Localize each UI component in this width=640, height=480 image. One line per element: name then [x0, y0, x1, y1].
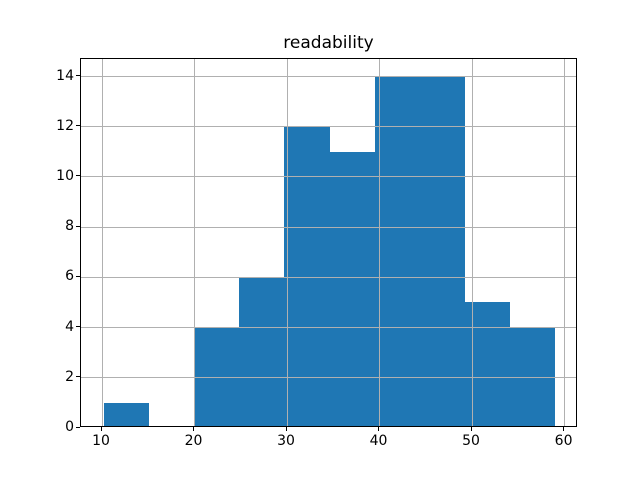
chart-title: readability	[283, 33, 374, 53]
x-tick-label: 10	[92, 433, 110, 449]
x-tick-mark	[470, 427, 472, 431]
y-tick-mark	[76, 326, 80, 328]
y-tick-label: 12	[56, 117, 74, 134]
x-tick-mark	[378, 427, 380, 431]
y-tick-mark	[76, 175, 80, 177]
y-tick-label: 14	[56, 67, 74, 84]
y-tick-mark	[76, 75, 80, 77]
y-grid-line	[81, 226, 576, 228]
x-grid-line	[379, 59, 381, 426]
y-tick-mark	[76, 376, 80, 378]
x-tick-mark	[563, 427, 565, 431]
y-tick-label: 2	[65, 368, 74, 385]
y-grid-line	[81, 377, 576, 379]
x-tick-mark	[100, 427, 102, 431]
histogram-bar	[374, 76, 420, 426]
y-grid-line	[81, 276, 576, 278]
y-grid-line	[81, 76, 576, 78]
x-grid-line	[101, 59, 103, 426]
histogram-bar	[329, 151, 375, 426]
x-tick-label: 20	[184, 433, 203, 449]
x-grid-line	[194, 59, 196, 426]
histogram-bar	[103, 402, 149, 426]
y-tick-label: 8	[65, 218, 74, 235]
x-tick-label: 30	[277, 433, 295, 449]
histogram-bar	[194, 327, 240, 426]
histogram-bar	[239, 277, 285, 426]
x-tick-label: 50	[462, 433, 480, 449]
x-tick-label: 60	[554, 433, 573, 449]
x-tick-mark	[193, 427, 195, 431]
y-tick-mark	[76, 125, 80, 127]
y-tick-label: 4	[65, 318, 74, 335]
y-tick-label: 6	[65, 268, 74, 285]
x-grid-line	[471, 59, 473, 426]
y-grid-line	[81, 327, 576, 329]
y-grid-line	[81, 126, 576, 128]
y-tick-label: 0	[65, 419, 74, 435]
y-tick-mark	[76, 225, 80, 227]
y-grid-line	[81, 176, 576, 178]
x-tick-mark	[285, 427, 287, 431]
x-grid-line	[564, 59, 566, 426]
x-grid-line	[286, 59, 288, 426]
plot-area	[80, 58, 577, 427]
histogram-bar	[419, 76, 466, 426]
histogram-bar	[510, 327, 556, 426]
x-tick-label: 40	[369, 433, 388, 449]
y-tick-mark	[76, 275, 80, 277]
y-tick-label: 10	[56, 167, 74, 184]
y-tick-mark	[76, 426, 80, 428]
